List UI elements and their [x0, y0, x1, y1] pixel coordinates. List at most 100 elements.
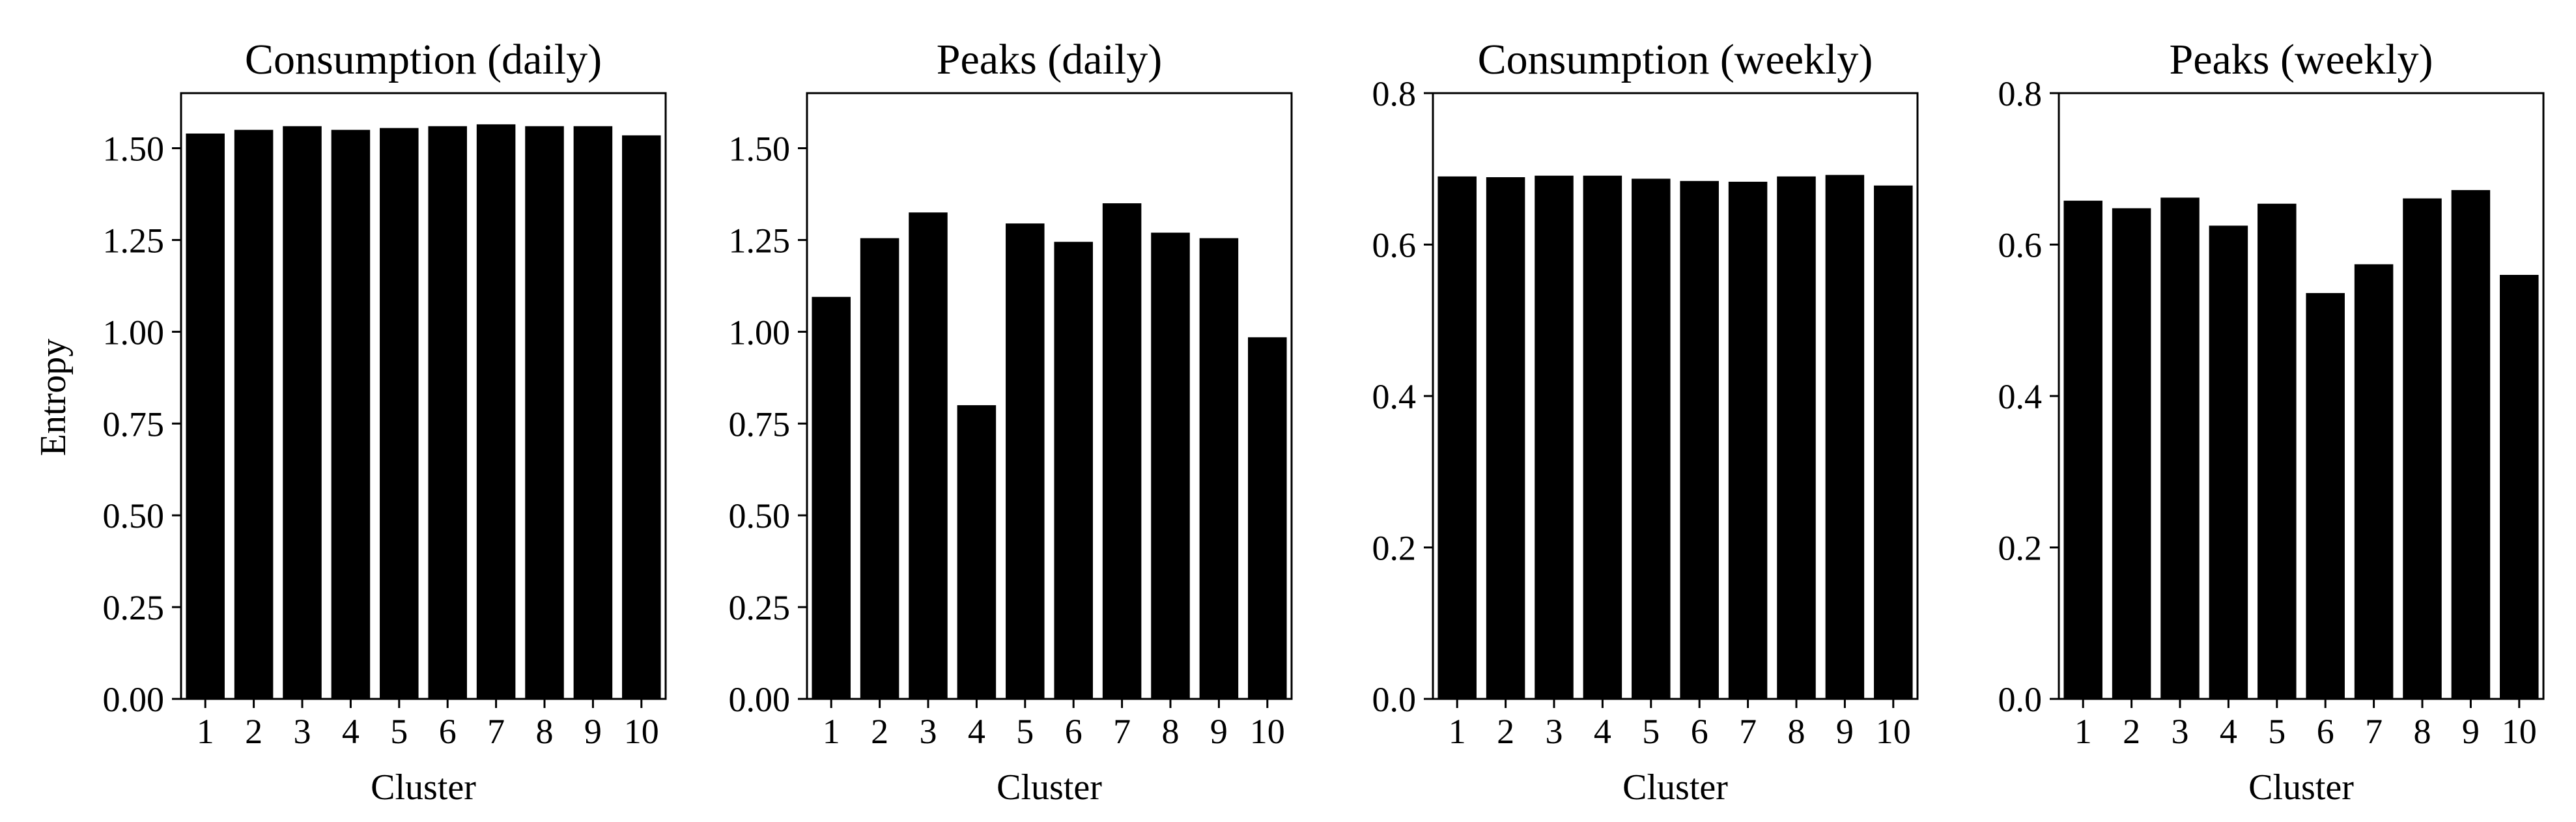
x-tick-label: 2 — [245, 712, 262, 751]
y-tick-label: 0.50 — [103, 496, 165, 535]
x-tick-label: 9 — [2462, 712, 2480, 751]
x-tick-label: 1 — [2074, 712, 2092, 751]
bar-cluster-10 — [622, 135, 661, 699]
chart-title: Consumption (daily) — [245, 36, 602, 83]
bar-cluster-6 — [1680, 180, 1719, 700]
x-tick-label: 5 — [1642, 712, 1660, 751]
x-tick-label: 10 — [1250, 712, 1285, 751]
x-tick-label: 7 — [2365, 712, 2383, 751]
bar-cluster-5 — [1006, 223, 1045, 700]
x-tick-label: 7 — [1113, 712, 1131, 751]
x-tick-label: 3 — [2172, 712, 2189, 751]
x-tick-label: 10 — [1876, 712, 1911, 751]
x-tick-label: 6 — [1065, 712, 1083, 751]
y-tick-label: 0.0 — [1372, 680, 1417, 719]
bar-cluster-3 — [1535, 175, 1574, 700]
x-tick-label: 1 — [823, 712, 840, 751]
x-tick-label: 6 — [2317, 712, 2334, 751]
x-tick-label: 8 — [2414, 712, 2431, 751]
y-tick-label: 0.4 — [1372, 377, 1417, 416]
bar-cluster-10 — [2500, 275, 2539, 699]
bar-cluster-8 — [1777, 176, 1816, 699]
y-tick-label: 0.6 — [1998, 226, 2043, 265]
bar-cluster-8 — [2403, 198, 2442, 700]
bar-cluster-4 — [331, 130, 371, 700]
x-axis-label: Cluster — [371, 767, 476, 808]
bar-cluster-5 — [1632, 178, 1671, 699]
bar-cluster-3 — [909, 212, 948, 699]
y-tick-label: 1.50 — [103, 130, 165, 169]
axes-frame — [806, 92, 1293, 700]
y-tick-label: 0.6 — [1372, 226, 1417, 265]
chart-panel-2: 1 2 3 4 5 6 7 8 9 10 0.00 0.25 0.50 0.75 1.00 1.25 1.50 P… — [729, 36, 1293, 808]
x-tick-label: 1 — [1449, 712, 1466, 751]
x-tick-label: 9 — [584, 712, 602, 751]
bar-cluster-7 — [1102, 203, 1142, 700]
bar-cluster-5 — [380, 128, 419, 700]
x-tick-label: 10 — [624, 712, 659, 751]
bar-cluster-9 — [573, 126, 613, 700]
bar-cluster-7 — [476, 124, 516, 699]
x-tick-label: 5 — [2268, 712, 2286, 751]
x-tick-label: 4 — [2220, 712, 2237, 751]
x-tick-label: 5 — [390, 712, 408, 751]
bar-cluster-4 — [957, 405, 997, 699]
bar-cluster-2 — [860, 238, 899, 699]
x-tick-label: 8 — [536, 712, 554, 751]
x-axis-label: Cluster — [1622, 767, 1728, 808]
bar-cluster-4 — [2209, 225, 2248, 699]
y-tick-label: 0.2 — [1998, 529, 2043, 568]
x-tick-label: 6 — [439, 712, 457, 751]
y-tick-label: 0.25 — [729, 588, 791, 627]
y-tick-label: 0.8 — [1998, 74, 2043, 113]
x-tick-label: 3 — [920, 712, 937, 751]
x-tick-label: 8 — [1788, 712, 1805, 751]
y-tick-label: 1.25 — [729, 221, 791, 260]
bar-cluster-10 — [1874, 185, 1913, 699]
y-tick-label: 1.00 — [103, 313, 165, 352]
bar-cluster-10 — [1248, 337, 1287, 699]
bar-cluster-9 — [2451, 190, 2491, 699]
bar-cluster-2 — [234, 130, 274, 700]
x-axis-label: Cluster — [2248, 767, 2354, 808]
bar-cluster-1 — [812, 296, 851, 699]
bar-cluster-6 — [428, 126, 467, 700]
y-axis-label: Entropy — [33, 339, 74, 456]
y-tick-label: 0.00 — [729, 680, 791, 719]
x-axis-label: Cluster — [997, 767, 1102, 808]
chart-panel-3: 1 2 3 4 5 6 7 8 9 10 0.0 0.2 0.4 0.6 0.8 Consumption (w… — [1372, 36, 1919, 808]
y-tick-label: 0.00 — [103, 680, 165, 719]
bar-cluster-8 — [525, 126, 564, 700]
bar-cluster-8 — [1151, 233, 1190, 699]
x-tick-label: 2 — [871, 712, 888, 751]
x-tick-label: 6 — [1691, 712, 1708, 751]
bar-cluster-1 — [2063, 201, 2102, 700]
bar-cluster-2 — [2112, 208, 2151, 699]
chart-panel-1: 1 2 3 4 5 6 7 8 9 10 0.00 0.25 0.50 0.75 1.00 1.25 1.50 C… — [103, 36, 667, 808]
bar-cluster-7 — [1728, 182, 1768, 699]
x-tick-label: 2 — [2123, 712, 2140, 751]
x-tick-label: 9 — [1836, 712, 1854, 751]
y-tick-label: 1.50 — [729, 130, 791, 169]
x-tick-label: 4 — [968, 712, 985, 751]
y-tick-label: 0.0 — [1998, 680, 2043, 719]
y-tick-label: 1.25 — [103, 221, 165, 260]
x-tick-label: 4 — [342, 712, 360, 751]
bar-cluster-6 — [1054, 242, 1093, 699]
y-tick-label: 0.4 — [1998, 377, 2043, 416]
x-tick-label: 3 — [1546, 712, 1563, 751]
x-tick-label: 1 — [197, 712, 214, 751]
chart-title: Peaks (daily) — [937, 36, 1162, 83]
x-tick-label: 4 — [1594, 712, 1611, 751]
bar-cluster-1 — [186, 134, 225, 699]
y-tick-label: 0.25 — [103, 588, 165, 627]
x-tick-label: 8 — [1162, 712, 1180, 751]
y-tick-label: 0.50 — [729, 496, 791, 535]
bar-cluster-3 — [283, 126, 322, 700]
x-tick-label: 7 — [1739, 712, 1757, 751]
axes-frame — [180, 92, 667, 700]
chart-title: Peaks (weekly) — [2169, 36, 2433, 83]
x-tick-label: 9 — [1210, 712, 1228, 751]
y-tick-label: 1.00 — [729, 313, 791, 352]
y-tick-label: 0.2 — [1372, 529, 1417, 568]
